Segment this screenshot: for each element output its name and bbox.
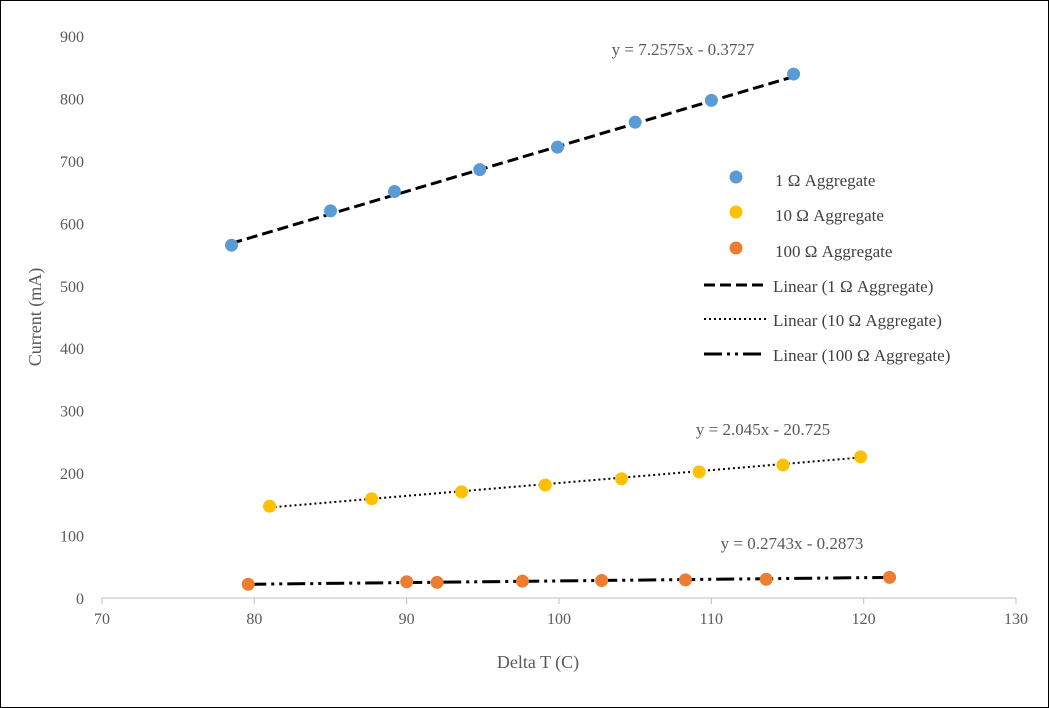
x-tick-label: 80 xyxy=(246,611,262,628)
trendline-series-2 xyxy=(248,575,890,586)
equation-10-ohm: y = 2.045x - 20.725 xyxy=(696,420,830,439)
legend-label-linear-10-ohm: Linear (10 Ω Aggregate) xyxy=(773,311,942,330)
x-tick-label: 70 xyxy=(94,611,110,628)
legend-label-linear-1-ohm: Linear (1 Ω Aggregate) xyxy=(773,277,933,296)
legend: 1 Ω Aggregate 10 Ω Aggregate 100 Ω Aggre… xyxy=(704,170,950,365)
legend-marker-1-ohm xyxy=(729,170,743,184)
data-point-series-0 xyxy=(704,93,718,107)
x-tick-label: 100 xyxy=(547,611,571,628)
trendlines xyxy=(231,75,890,586)
data-point-series-1 xyxy=(538,478,552,492)
x-tick-label: 120 xyxy=(852,611,876,628)
data-point-series-0 xyxy=(787,67,801,81)
data-point-series-2 xyxy=(883,570,897,584)
data-point-series-1 xyxy=(365,492,379,506)
data-point-series-2 xyxy=(430,575,444,589)
data-point-series-0 xyxy=(473,163,487,177)
y-tick-label: 900 xyxy=(60,29,84,46)
data-point-series-0 xyxy=(628,115,642,129)
y-tick-label: 0 xyxy=(76,591,84,608)
x-tick-label: 110 xyxy=(700,611,723,628)
trendline-series-0 xyxy=(231,75,795,245)
equation-100-ohm: y = 0.2743x - 0.2873 xyxy=(721,534,864,553)
data-point-series-1 xyxy=(854,450,868,464)
y-tick-label: 700 xyxy=(60,154,84,171)
data-point-series-2 xyxy=(759,572,773,586)
data-points xyxy=(224,67,897,591)
y-tick-labels: 0 100 200 300 400 500 600 700 800 900 xyxy=(60,29,84,608)
y-axis-title: Current (mA) xyxy=(25,268,46,366)
data-point-series-2 xyxy=(595,574,609,588)
trendline-series-1 xyxy=(269,456,861,509)
y-tick-label: 400 xyxy=(60,341,84,358)
x-tick-label: 90 xyxy=(399,611,415,628)
legend-label-1-ohm: 1 Ω Aggregate xyxy=(775,171,875,190)
trendline-equations: y = 7.2575x - 0.3727 y = 2.045x - 20.725… xyxy=(612,40,864,553)
data-point-series-2 xyxy=(400,575,414,589)
data-point-series-1 xyxy=(263,499,277,513)
legend-marker-100-ohm xyxy=(729,241,743,255)
data-point-series-0 xyxy=(224,238,238,252)
data-point-series-2 xyxy=(515,574,529,588)
data-point-series-1 xyxy=(455,485,469,499)
data-point-series-1 xyxy=(692,465,706,479)
legend-label-100-ohm: 100 Ω Aggregate xyxy=(775,242,892,261)
y-tick-label: 600 xyxy=(60,216,84,233)
data-point-series-0 xyxy=(387,184,401,198)
data-point-series-0 xyxy=(324,204,337,218)
y-tick-label: 300 xyxy=(60,404,84,421)
data-point-series-2 xyxy=(241,577,255,591)
legend-label-linear-100-ohm: Linear (100 Ω Aggregate) xyxy=(773,346,950,365)
y-tick-label: 500 xyxy=(60,279,84,296)
y-tick-label: 100 xyxy=(60,529,84,546)
y-tick-label: 800 xyxy=(60,91,84,108)
data-point-series-1 xyxy=(614,472,628,486)
y-tick-label: 200 xyxy=(60,466,84,483)
equation-1-ohm: y = 7.2575x - 0.3727 xyxy=(612,40,755,59)
x-axis-title: Delta T (C) xyxy=(497,652,579,673)
x-tick-labels: 70 80 90 100 110 120 130 xyxy=(94,598,1028,628)
data-point-series-2 xyxy=(678,573,692,587)
x-tick-label: 130 xyxy=(1004,611,1028,628)
data-point-series-1 xyxy=(776,458,790,472)
legend-marker-10-ohm xyxy=(729,205,743,219)
legend-label-10-ohm: 10 Ω Aggregate xyxy=(775,206,884,225)
data-point-series-0 xyxy=(550,140,564,154)
